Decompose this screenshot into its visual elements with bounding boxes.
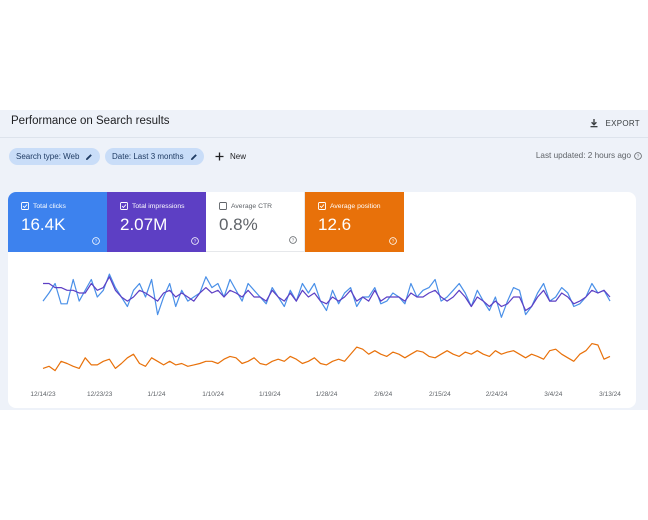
help-icon[interactable]: ? (191, 237, 199, 245)
metric-tile-clicks[interactable]: Total clicks 16.4K ? (8, 192, 107, 252)
metric-label: Average position (330, 202, 381, 210)
date-range-label: Date: Last 3 months (112, 152, 184, 161)
help-icon[interactable]: ? (389, 237, 397, 245)
metric-label: Average CTR (231, 202, 273, 210)
checkbox-checked-icon (21, 202, 29, 210)
metric-label: Total clicks (33, 202, 66, 210)
page-title: Performance on Search results (11, 115, 170, 127)
last-updated-status: Last updated: 2 hours ago ? (536, 151, 642, 160)
metric-tile-position[interactable]: Average position 12.6 ? (305, 192, 404, 252)
metric-value: 2.07M (120, 215, 168, 234)
performance-card: Total clicks 16.4K ? Total impressions 2… (8, 192, 636, 408)
export-button[interactable]: EXPORT (589, 114, 640, 132)
new-filter-label: New (230, 152, 247, 161)
edit-icon (190, 153, 197, 160)
help-icon[interactable]: ? (634, 151, 642, 160)
metric-value: 0.8% (219, 215, 258, 234)
checkbox-unchecked-icon (219, 202, 227, 210)
metric-value: 16.4K (21, 215, 66, 234)
filter-bar: Search type: Web Date: Last 3 months New… (0, 148, 648, 168)
svg-text:?: ? (637, 153, 640, 159)
checkbox-checked-icon (120, 202, 128, 210)
metric-label: Total impressions (132, 202, 185, 210)
metric-value: 12.6 (318, 215, 352, 234)
download-icon (590, 119, 598, 128)
plus-icon (215, 152, 224, 161)
x-tick-label: 12/14/23 (30, 391, 56, 398)
x-tick-label: 2/24/24 (486, 391, 508, 398)
x-tick-label: 12/23/23 (87, 391, 113, 398)
help-icon[interactable]: ? (92, 237, 100, 245)
svg-text:?: ? (194, 239, 197, 245)
last-updated-text: Last updated: 2 hours ago (535, 151, 631, 160)
x-tick-label: 1/1/24 (147, 391, 165, 398)
page-header: Performance on Search results EXPORT (0, 110, 648, 138)
new-filter-button[interactable]: New (215, 149, 246, 164)
series-line-position (42, 342, 611, 372)
date-range-chip[interactable]: Date: Last 3 months (105, 148, 204, 165)
x-tick-label: 2/15/24 (429, 391, 451, 398)
search-type-chip[interactable]: Search type: Web (9, 148, 100, 165)
x-tick-label: 1/28/24 (316, 391, 338, 398)
metric-tile-impressions[interactable]: Total impressions 2.07M ? (107, 192, 206, 252)
series-line-clicks (42, 273, 611, 318)
svg-text:?: ? (292, 238, 295, 244)
help-icon[interactable]: ? (289, 236, 297, 244)
x-tick-label: 2/6/24 (374, 391, 392, 398)
performance-panel: Performance on Search results EXPORT Sea… (0, 110, 648, 410)
svg-text:?: ? (392, 239, 395, 245)
checkbox-checked-icon (318, 202, 326, 210)
x-tick-label: 1/19/24 (259, 391, 281, 398)
svg-text:?: ? (95, 239, 98, 245)
metric-tile-ctr[interactable]: Average CTR 0.8% ? (206, 192, 305, 252)
x-tick-label: 3/4/24 (544, 391, 562, 398)
search-type-label: Search type: Web (16, 152, 80, 161)
performance-chart[interactable]: 12/14/23 12/23/23 1/1/24 1/10/24 1/19/24 1/28… (8, 252, 636, 408)
x-tick-label: 1/10/24 (202, 391, 224, 398)
export-label: EXPORT (605, 118, 640, 128)
series-line-impressions (43, 276, 611, 312)
edit-icon (86, 153, 93, 160)
x-tick-label: 3/13/24 (599, 391, 621, 398)
